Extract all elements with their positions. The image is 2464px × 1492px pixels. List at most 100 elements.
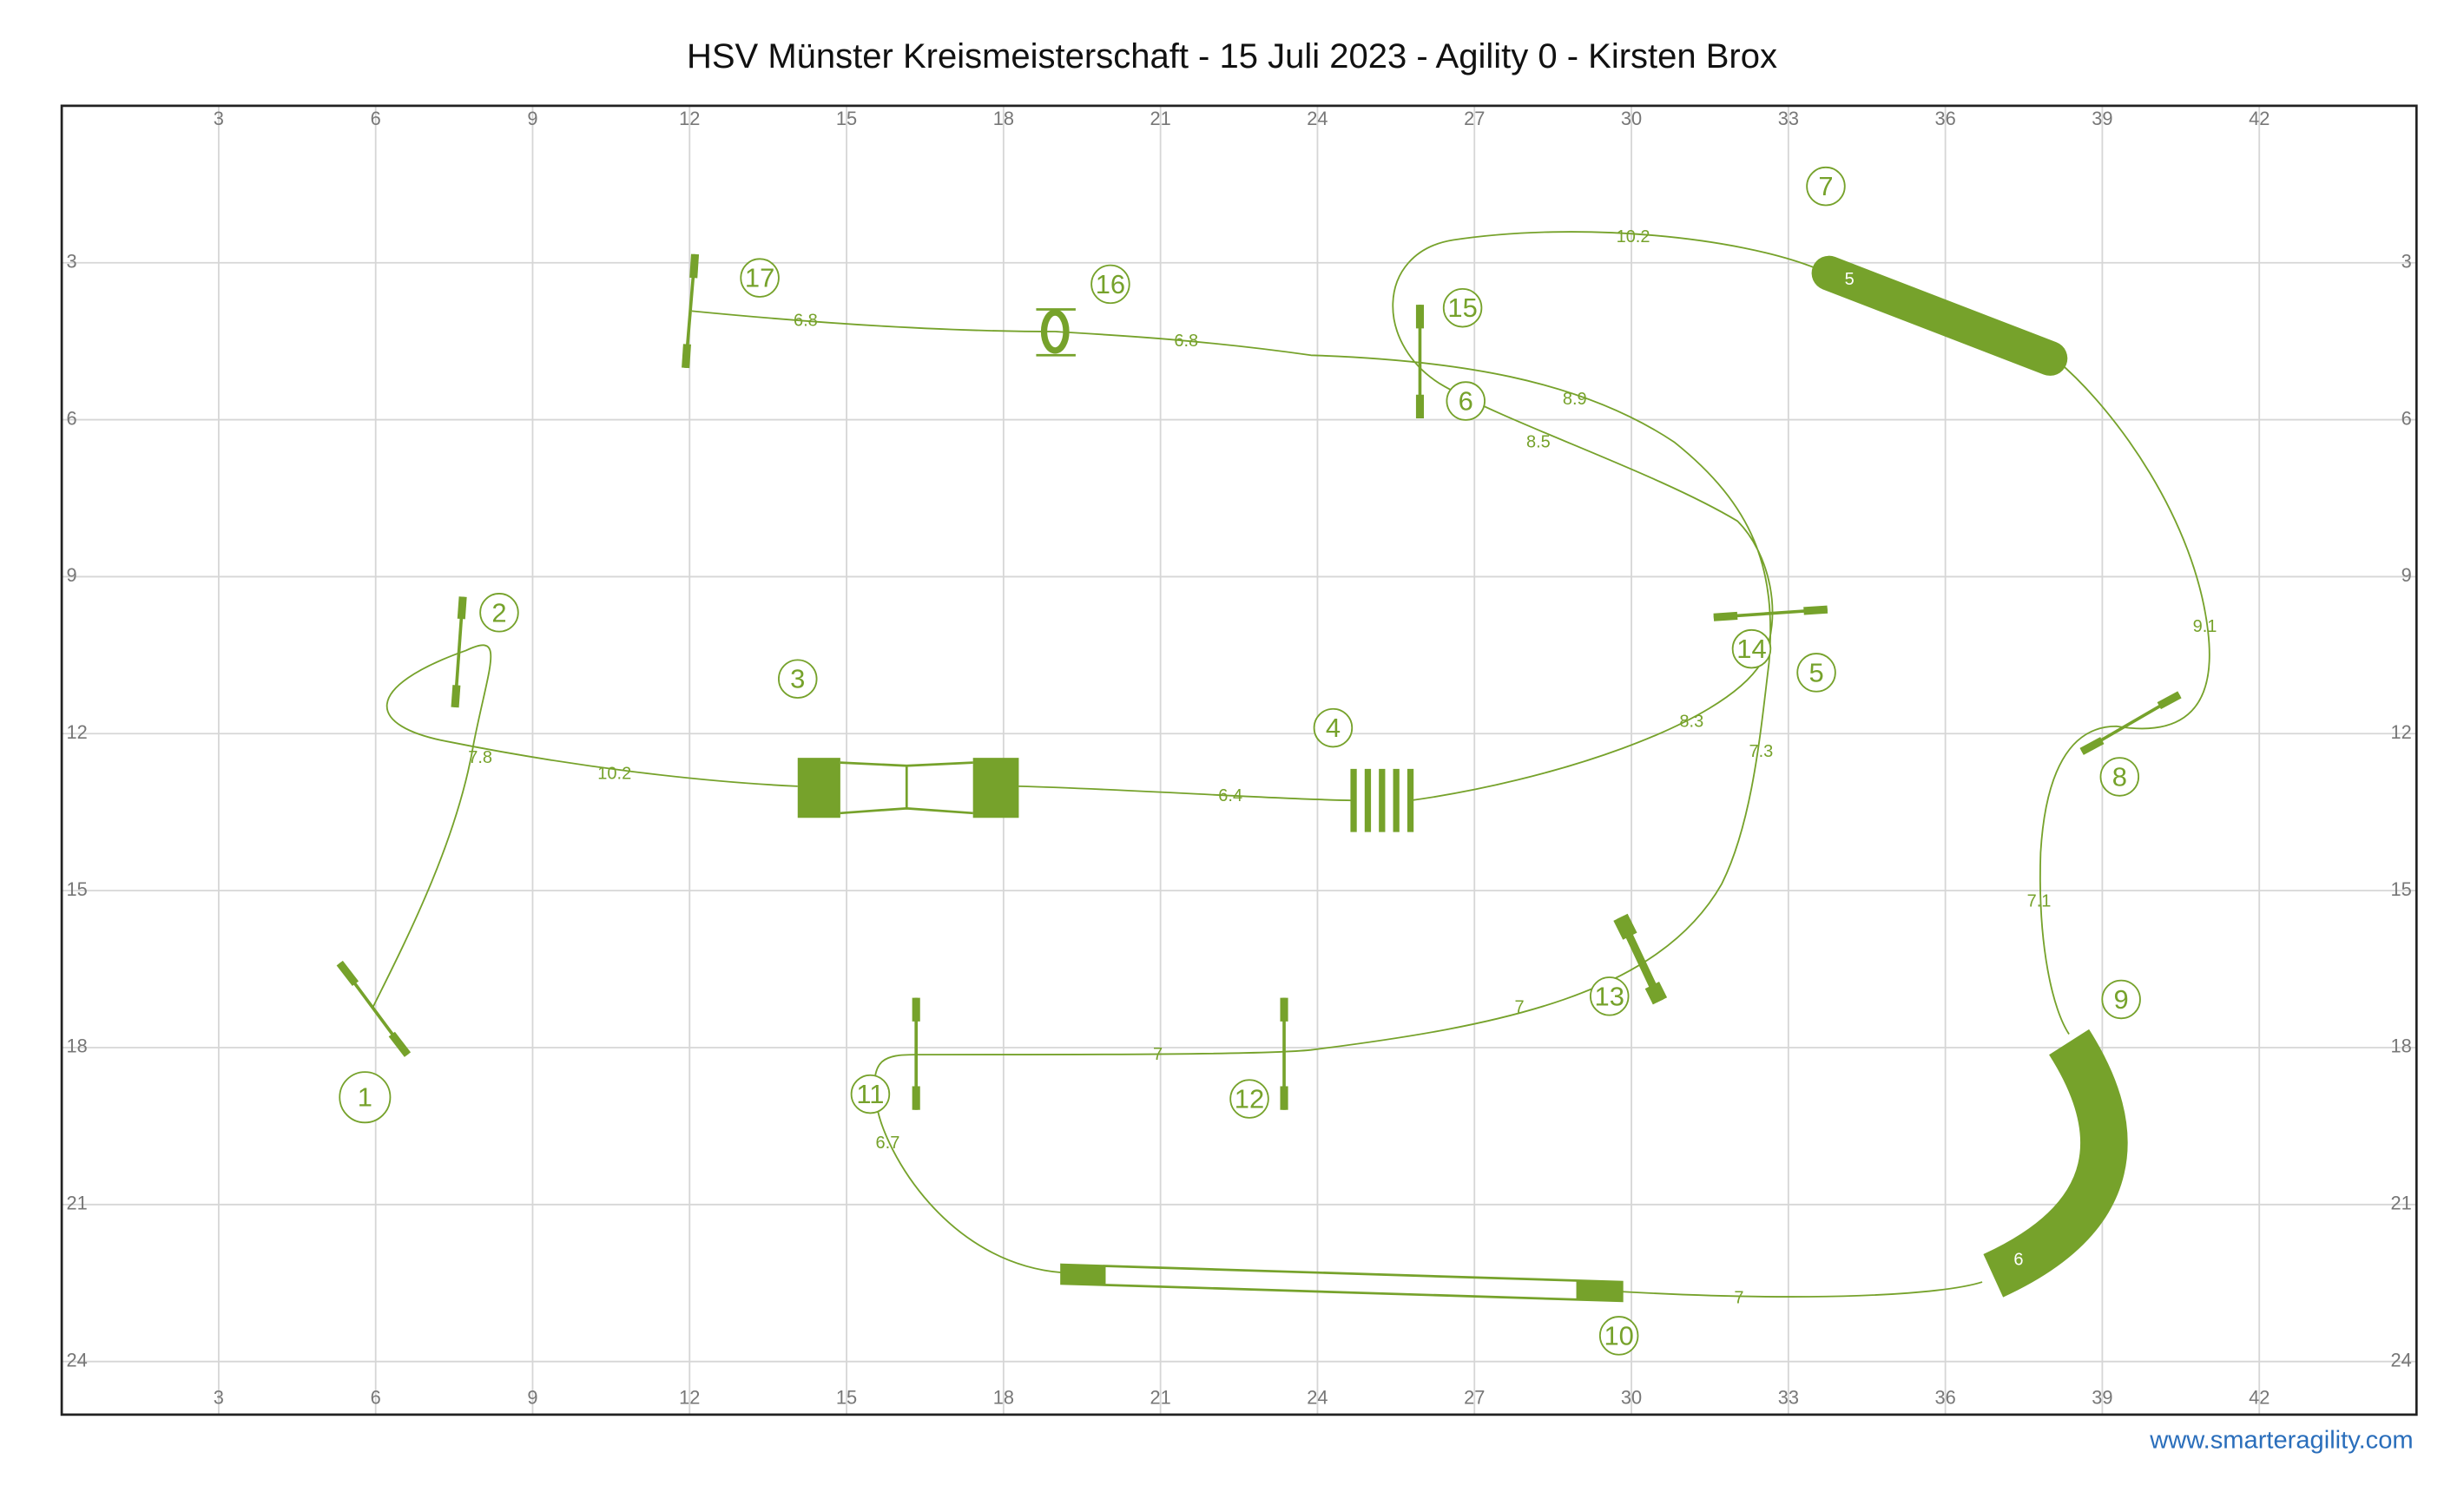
dogwalk [1060,1263,1624,1303]
x-tick-label: 36 [1934,1386,1955,1408]
x-tick-label: 33 [1778,1386,1799,1408]
obstacle-number: 4 [1326,713,1341,743]
obstacle-number: 5 [1808,657,1823,687]
obstacle-number: 3 [790,664,805,694]
distance-label: 7 [1734,1288,1743,1307]
obstacle-number: 12 [1235,1084,1264,1114]
obstacle-number: 17 [745,263,774,293]
distance-label: 6.4 [1218,786,1242,805]
wall-end [1644,982,1668,1005]
number-circle [1598,1316,1639,1356]
y-tick-label: 21 [2391,1193,2412,1214]
jump-wing [2157,691,2182,710]
y-tick-label: 24 [2391,1349,2412,1370]
x-tick-label: 15 [836,1386,857,1408]
x-tick-label: 24 [1307,108,1328,129]
jump-wing [388,1031,412,1057]
obstacle-number: 6 [1459,386,1473,417]
y-tick-label: 9 [67,564,77,586]
number-circle [1229,1079,1269,1119]
y-tick-label: 3 [2401,250,2412,272]
x-tick-label: 36 [1934,108,1955,129]
distance-label: 6.8 [1174,332,1198,351]
y-tick-label: 21 [67,1193,88,1214]
x-tick-label: 3 [214,108,224,129]
tunnel [1811,255,2068,376]
dogwalk-zone [1576,1280,1623,1301]
number-circle [1731,628,1772,669]
x-tick-label: 21 [1150,1386,1171,1408]
y-tick-label: 15 [2391,878,2412,900]
obstacle-number: 7 [1818,171,1833,201]
x-tick-label: 39 [2092,108,2112,129]
obstacles [336,253,2182,1303]
tunnel-label: 6 [2013,1251,2023,1270]
x-tick-label: 6 [371,1386,381,1408]
distance-label: 7.1 [2027,892,2052,911]
number-circle [1590,976,1630,1016]
distance-label: 6.7 [876,1134,900,1153]
y-tick-label: 6 [2401,407,2412,429]
x-tick-label: 42 [2249,1386,2270,1408]
tunnel-label: 5 [1845,270,1855,289]
jump-wing [2079,737,2105,755]
distance-label: 7 [1153,1045,1163,1064]
obstacle-number: 10 [1604,1320,1633,1351]
distance-label: 10.2 [1617,227,1650,246]
x-tick-label: 24 [1307,1386,1328,1408]
obstacle-number: 14 [1736,634,1766,664]
y-tick-label: 12 [2391,721,2412,743]
number-circle [2099,757,2140,797]
jump-wing [1803,605,1828,615]
distance-label: 7.3 [1749,742,1773,761]
title: HSV Münster Kreismeisterschaft - 15 Juli… [687,37,1777,76]
x-tick-label: 12 [679,1386,700,1408]
tunnel-end [797,758,840,818]
distance-label: 10.2 [597,764,631,783]
jump-wing [689,253,700,279]
wall-end [1613,913,1637,940]
y-tick-label: 12 [67,721,88,743]
x-tick-label: 9 [527,108,537,129]
number-circle [479,593,519,633]
obstacle-number: 16 [1096,269,1125,299]
number-circle [740,258,780,298]
obstacle-number: 1 [358,1082,372,1113]
distance-label: 8.9 [1563,390,1587,409]
x-tick-label: 27 [1464,1386,1485,1408]
jump-wing [1713,611,1738,621]
jump-wing [457,596,467,620]
distance-label: 7 [1515,998,1525,1017]
x-tick-label: 42 [2249,108,2270,129]
tunnel [1983,1029,2128,1298]
x-tick-label: 15 [836,108,857,129]
tunnel-body [840,761,973,815]
number-circle [1796,653,1836,693]
x-tick-label: 18 [993,108,1014,129]
number-circle [1446,381,1486,421]
x-tick-label: 33 [1778,108,1799,129]
course-path [372,231,2210,1298]
number-circle [1442,287,1483,328]
x-tick-label: 9 [527,1386,537,1408]
x-tick-label: 6 [371,108,381,129]
y-tick-label: 24 [67,1349,88,1370]
frame [60,104,2418,1416]
distance-label: 9.1 [2193,617,2217,636]
x-tick-label: 3 [214,1386,224,1408]
distance-label: 6.8 [794,311,818,330]
dogwalk-zone [1061,1265,1106,1285]
tire [1040,309,1070,354]
y-tick-label: 15 [67,878,88,900]
number-circle [2101,979,2141,1020]
footer-link[interactable]: www.smarteragility.com [2149,1426,2413,1454]
distance-label: 8.3 [1679,712,1703,731]
number-circle [1090,264,1130,305]
number-circle [1806,166,1846,207]
obstacle-number: 9 [2114,984,2129,1015]
x-tick-label: 30 [1621,1386,1642,1408]
y-tick-label: 18 [2391,1035,2412,1057]
